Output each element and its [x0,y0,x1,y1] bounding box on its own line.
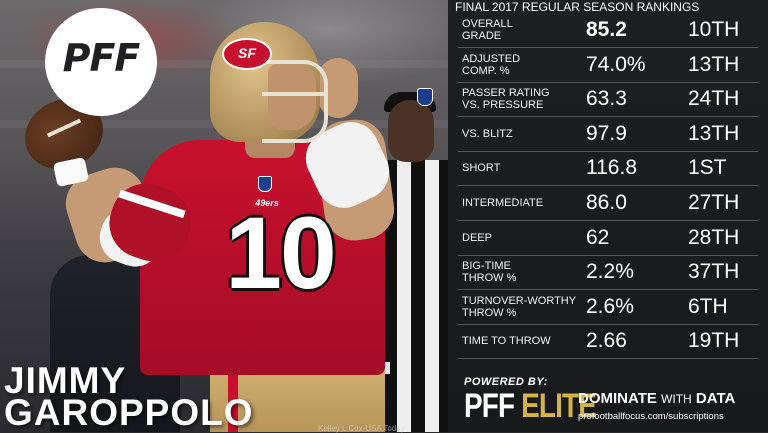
tagline: DOMINATE WITH DATA [578,390,735,407]
stat-row: TURNOVER-WORTHY THROW % 2.6% 6TH [458,290,758,325]
player-first-name: JIMMY [4,360,127,401]
nfl-shield-icon [258,176,272,192]
chest-logo: 49ers [255,198,279,208]
stat-value: 74.0% [586,52,646,76]
stat-value: 85.2 [586,18,627,41]
helmet-logo: SF [222,38,272,70]
pants-stripe [228,370,238,432]
stat-rank: 27TH [688,191,740,214]
stat-label: DEEP [462,231,492,244]
tagline-with: WITH [661,392,692,406]
player-pants [210,370,385,432]
stat-rank: 37TH [688,260,740,284]
stat-rank: 13TH [688,121,740,145]
stat-row: ADJUSTED COMP. % 74.0% 13TH [458,48,758,83]
pff-logo-badge [45,8,157,116]
stat-label: INTERMEDIATE [462,197,544,209]
stat-value: 2.66 [586,329,627,353]
stat-label: BIG-TIME THROW % [462,260,517,285]
photo-credit: Kelley L Cox-USA Today [318,424,405,433]
stat-label: OVERALL GRADE [462,18,513,42]
stat-value: 97.9 [586,121,627,145]
stat-value: 62 [586,225,610,249]
stat-rank: 24TH [688,87,740,111]
stat-row: DEEP 62 28TH [458,221,758,256]
panel-title: FINAL 2017 REGULAR SEASON RANKINGS [455,0,700,14]
stat-row: PASSER RATING VS. PRESSURE 63.3 24TH [458,82,758,118]
subscription-link[interactable]: profootballfocus.com/subscriptions [578,411,724,422]
pff-logo-text: PFF [62,36,141,80]
stat-value: 86.0 [586,191,627,214]
stat-rank: 13TH [688,52,740,76]
stat-label: PASSER RATING VS. PRESSURE [462,87,550,112]
nfl-shield-icon [417,88,433,106]
player-photo: SF 49ers 10 [0,0,448,432]
stat-value: 2.2% [586,260,634,284]
stat-row: BIG-TIME THROW % 2.2% 37TH [458,255,758,291]
player-last-name: GAROPPOLO [4,392,254,433]
stat-row: SHORT 116.8 1ST [458,151,758,187]
stat-label: TURNOVER-WORTHY THROW % [462,294,577,319]
stat-label: VS. BLITZ [462,127,513,140]
stat-label: SHORT [462,162,501,175]
stat-rank: 6TH [688,294,728,318]
stat-value: 2.6% [586,294,634,318]
tagline-dominate: DOMINATE [578,390,657,407]
stat-value: 116.8 [586,156,637,180]
referee-head [388,100,434,162]
facemask-bar [262,92,324,96]
stat-rank: 1ST [688,156,727,180]
stat-rank: 10TH [688,18,740,41]
stat-rank: 19TH [688,329,740,353]
pff-elite-word: ELITE [521,387,597,425]
stat-label: ADJUSTED COMP. % [462,52,521,77]
tagline-data: DATA [695,390,736,407]
stat-row: TIME TO THROW 2.66 19TH [458,324,758,360]
powered-by-label: POWERED BY: [464,376,548,388]
stat-label: TIME TO THROW [462,335,551,348]
stat-rank: 28TH [688,225,740,249]
stats-panel [448,0,768,432]
pff-elite-logo: PFF ELITE [464,386,597,426]
pff-elite-prefix: PFF [464,387,522,425]
jersey-number: 10 [225,196,336,310]
facemask [262,60,328,143]
stat-row: OVERALL GRADE 85.2 10TH [458,13,758,48]
stat-row: VS. BLITZ 97.9 13TH [458,117,758,152]
stat-value: 63.3 [586,87,627,111]
stat-row: INTERMEDIATE 86.0 27TH [458,186,758,221]
